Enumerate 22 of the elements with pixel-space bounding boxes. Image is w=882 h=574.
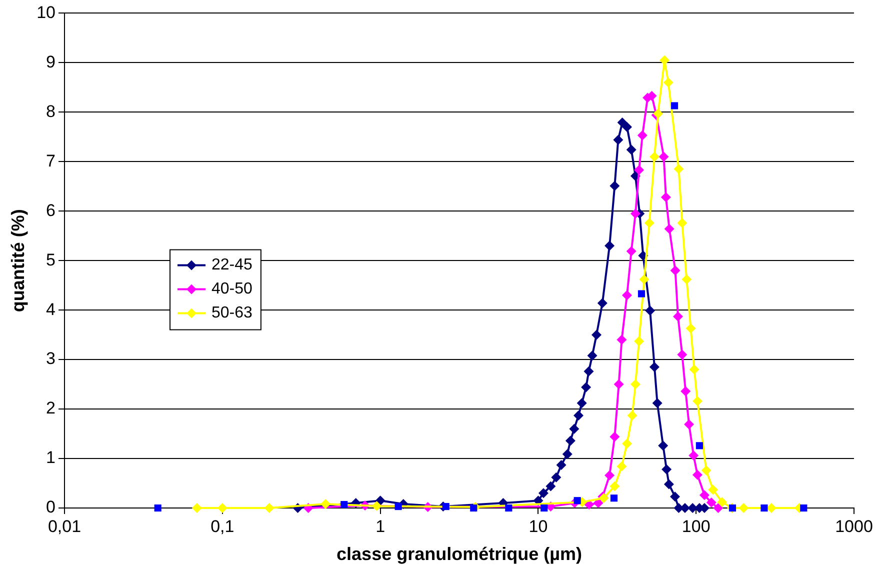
x-tick-label: 10 (528, 516, 548, 536)
y-tick-label: 9 (46, 52, 56, 72)
legend-label: 40-50 (212, 280, 253, 298)
y-tick-label: 5 (46, 250, 56, 270)
y-tick-label: 2 (46, 398, 56, 418)
y-tick-label: 6 (46, 200, 56, 220)
x-tick-label: 1000 (835, 516, 873, 536)
x-tick-label: 0,01 (48, 516, 82, 536)
y-tick-label: 8 (46, 102, 56, 121)
y-tick-label: 0 (46, 498, 56, 517)
x-tick-label: 100 (682, 516, 710, 536)
x-tick-label: 1 (376, 516, 386, 536)
y-tick-label: 1 (46, 448, 56, 468)
y-tick-label: 4 (46, 300, 56, 319)
y-tick-label: 7 (46, 151, 56, 170)
legend-label: 50-63 (212, 304, 253, 322)
legend-label: 22-45 (212, 256, 253, 274)
y-tick-label: 10 (36, 2, 56, 22)
x-axis-title: classe granulométrique (µm) (336, 544, 582, 564)
y-axis-title: quantité (%) (8, 209, 28, 312)
x-tick-label: 0,1 (210, 516, 234, 536)
y-tick-label: 3 (46, 349, 56, 368)
